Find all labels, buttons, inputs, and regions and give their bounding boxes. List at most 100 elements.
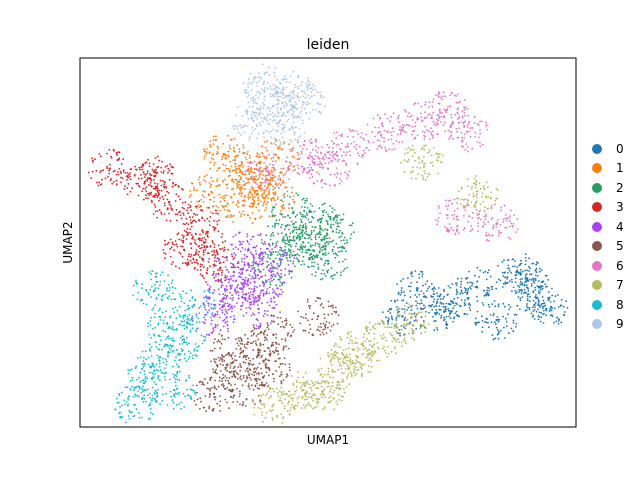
density-dot bbox=[301, 229, 304, 232]
density-dot bbox=[203, 242, 206, 244]
density-dot bbox=[519, 289, 522, 292]
density-dot bbox=[532, 310, 535, 312]
density-dot bbox=[280, 399, 282, 402]
density-dot bbox=[304, 245, 307, 248]
density-dot bbox=[301, 233, 304, 236]
density-dot bbox=[340, 142, 343, 145]
density-dot bbox=[261, 178, 264, 180]
density-dot bbox=[333, 357, 336, 360]
density-dot bbox=[178, 238, 181, 241]
density-dot bbox=[317, 326, 320, 328]
density-dot bbox=[319, 393, 322, 396]
density-dot bbox=[296, 397, 299, 400]
density-dot bbox=[532, 291, 535, 294]
density-dot bbox=[508, 308, 511, 311]
density-dot bbox=[319, 304, 322, 306]
density-dot bbox=[288, 203, 291, 206]
density-dot bbox=[289, 409, 291, 412]
density-dot bbox=[327, 326, 329, 329]
density-dot bbox=[266, 265, 269, 267]
density-dot bbox=[240, 305, 243, 307]
density-dot bbox=[318, 245, 321, 248]
density-dot bbox=[206, 269, 209, 272]
density-dot bbox=[170, 263, 173, 265]
density-dot bbox=[241, 200, 244, 202]
density-dot bbox=[271, 166, 274, 169]
density-dot bbox=[357, 349, 359, 352]
density-dot bbox=[440, 121, 442, 123]
density-dot bbox=[423, 116, 426, 119]
density-dot bbox=[310, 395, 313, 398]
density-dot bbox=[233, 252, 236, 255]
density-dot bbox=[490, 191, 493, 194]
density-dot bbox=[289, 196, 292, 198]
density-dot bbox=[290, 150, 293, 153]
density-dot bbox=[247, 196, 250, 199]
density-dot bbox=[311, 205, 314, 207]
density-dot bbox=[312, 265, 315, 268]
density-dot bbox=[410, 148, 413, 151]
density-dot bbox=[471, 211, 474, 214]
density-dot bbox=[411, 126, 414, 128]
density-dot bbox=[242, 361, 245, 363]
density-dot bbox=[282, 281, 284, 284]
density-dot bbox=[304, 199, 307, 202]
density-dot bbox=[285, 318, 287, 320]
density-dot bbox=[203, 219, 206, 222]
density-dot bbox=[118, 158, 120, 161]
density-dot bbox=[445, 214, 448, 216]
density-dot bbox=[422, 178, 425, 181]
density-dot bbox=[458, 232, 460, 234]
density-dot bbox=[481, 196, 483, 198]
density-dot bbox=[289, 260, 292, 262]
density-dot bbox=[267, 256, 269, 259]
density-dot bbox=[528, 270, 530, 272]
density-dot bbox=[290, 239, 292, 242]
density-dot bbox=[337, 368, 339, 371]
density-dot bbox=[420, 299, 423, 302]
density-dot bbox=[272, 251, 275, 253]
density-dot bbox=[215, 204, 218, 207]
density-dot bbox=[429, 162, 432, 164]
density-dot bbox=[175, 243, 178, 246]
density-dot bbox=[304, 223, 307, 225]
density-dot bbox=[283, 281, 286, 284]
density-dot bbox=[277, 350, 279, 353]
density-dot bbox=[497, 303, 500, 306]
density-dot bbox=[209, 388, 212, 390]
density-dot bbox=[308, 331, 310, 334]
density-dot bbox=[292, 226, 295, 228]
density-dot bbox=[524, 269, 526, 272]
density-dot bbox=[217, 339, 220, 341]
density-dot bbox=[192, 257, 195, 260]
density-dot bbox=[258, 254, 260, 257]
density-dot bbox=[246, 300, 249, 303]
density-dot bbox=[308, 383, 311, 386]
density-dot bbox=[485, 293, 488, 296]
density-dot bbox=[487, 221, 490, 223]
density-dot bbox=[96, 181, 98, 184]
density-dot bbox=[271, 171, 274, 173]
density-dot bbox=[330, 388, 332, 391]
density-dot bbox=[436, 118, 438, 121]
density-dot bbox=[503, 271, 506, 274]
density-dot bbox=[288, 250, 291, 253]
density-dot bbox=[519, 280, 522, 283]
density-dot bbox=[385, 339, 388, 342]
density-dot bbox=[325, 245, 327, 248]
density-dot bbox=[354, 374, 357, 377]
density-dot bbox=[260, 190, 263, 192]
density-dot bbox=[354, 341, 356, 344]
density-dot bbox=[518, 291, 520, 293]
density-dot bbox=[300, 315, 303, 318]
density-dot bbox=[443, 290, 445, 293]
density-dot bbox=[532, 290, 535, 292]
density-dot bbox=[547, 299, 550, 302]
density-dot bbox=[231, 375, 234, 378]
density-dot bbox=[313, 210, 316, 213]
density-dot bbox=[272, 320, 275, 323]
density-dot bbox=[436, 133, 439, 135]
density-dot bbox=[217, 280, 220, 283]
density-dot bbox=[158, 199, 160, 202]
density-dot bbox=[245, 375, 248, 377]
